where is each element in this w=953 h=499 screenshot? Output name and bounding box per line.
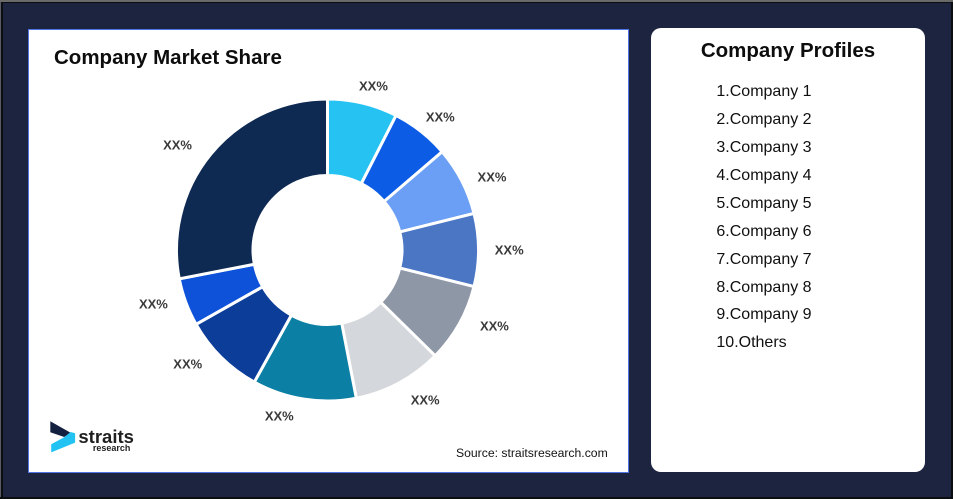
svg-text:research: research <box>92 443 130 453</box>
svg-text:straits: straits <box>78 426 134 447</box>
